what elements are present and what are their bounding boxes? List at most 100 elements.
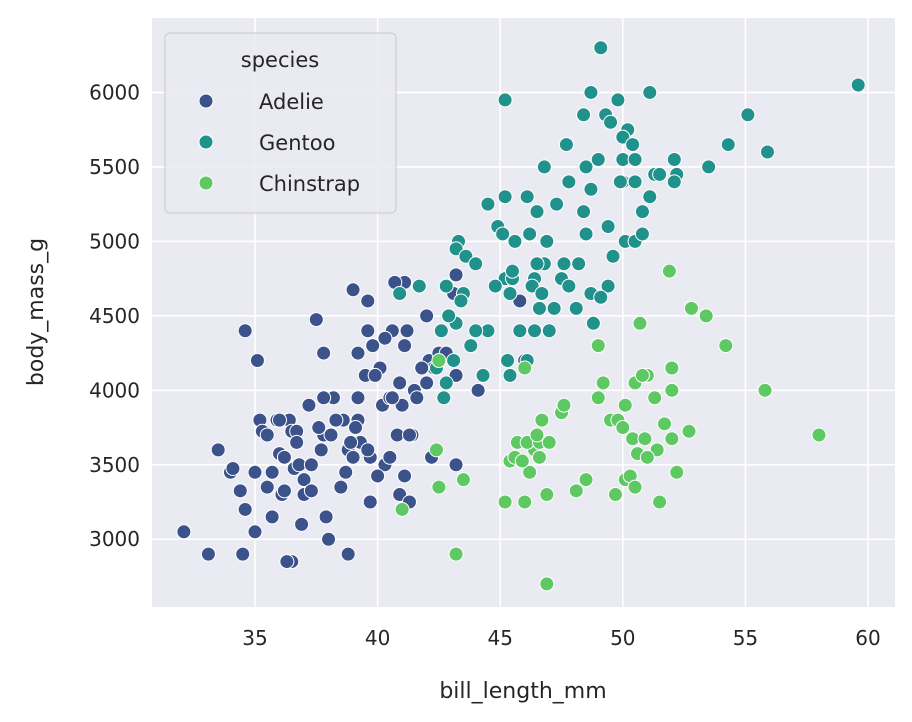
data-point-gentoo [666,174,682,190]
data-point-adelie [367,367,383,383]
data-point-adelie [294,516,310,532]
data-point-chinstrap [539,576,555,592]
data-point-adelie [328,412,344,428]
data-point-adelie [303,483,319,499]
data-point-gentoo [411,278,427,294]
data-point-adelie [419,375,435,391]
data-point-adelie [279,554,295,570]
data-point-chinstrap [534,412,550,428]
data-point-chinstrap [757,382,773,398]
data-point-gentoo [433,323,449,339]
x-tick-label: 50 [610,626,635,650]
data-point-chinstrap [698,308,714,324]
data-point-chinstrap [428,442,444,458]
y-axis-label: body_mass_g [24,238,49,386]
data-point-gentoo [534,286,550,302]
data-point-chinstrap [568,483,584,499]
data-point-gentoo [527,323,543,339]
data-point-chinstrap [541,434,557,450]
data-point-gentoo [634,226,650,242]
y-tick-label: 4500 [89,304,140,328]
data-point-gentoo [740,107,756,123]
series-chinstrap [394,263,827,592]
data-point-chinstrap [578,472,594,488]
data-point-gentoo [522,226,538,242]
data-point-adelie [470,382,486,398]
data-point-gentoo [531,300,547,316]
data-point-gentoo [463,338,479,354]
data-point-gentoo [446,353,462,369]
data-point-chinstrap [632,315,648,331]
data-point-gentoo [578,226,594,242]
y-tick-labels: 3000 3500 4000 4500 5000 5500 6000 [89,80,140,551]
data-point-adelie [414,360,430,376]
data-point-adelie [301,397,317,413]
data-point-adelie [360,442,376,458]
data-point-gentoo [642,189,658,205]
data-point-gentoo [576,204,592,220]
data-point-adelie [289,434,305,450]
data-point-chinstrap [718,338,734,354]
data-point-gentoo [593,40,609,56]
data-point-gentoo [453,293,469,309]
data-point-chinstrap [615,420,631,436]
data-point-gentoo [549,196,565,212]
data-point-gentoo [558,137,574,153]
data-point-gentoo [556,256,572,272]
data-point-chinstrap [497,494,513,510]
data-point-chinstrap [627,479,643,495]
data-point-gentoo [850,77,866,93]
data-point-adelie [343,434,359,450]
data-point-gentoo [502,367,518,383]
data-point-adelie [340,546,356,562]
data-point-gentoo [497,189,513,205]
data-point-chinstrap [639,449,655,465]
data-point-gentoo [627,151,643,167]
data-point-gentoo [468,323,484,339]
data-point-gentoo [625,137,641,153]
grid-lines [152,18,895,607]
data-point-chinstrap [647,390,663,406]
data-point-adelie [345,282,361,298]
data-point-chinstrap [455,472,471,488]
data-point-chinstrap [664,431,680,447]
data-point-chinstrap [664,360,680,376]
data-point-chinstrap [529,427,545,443]
data-point-gentoo [561,278,577,294]
data-point-gentoo [441,308,457,324]
data-point-gentoo [634,204,650,220]
data-point-adelie [259,479,275,495]
y-tick-label: 3000 [89,527,140,551]
data-point-adelie [308,312,324,328]
data-point-chinstrap [607,487,623,503]
legend-label: Adelie [259,90,324,114]
data-point-gentoo [583,181,599,197]
data-point-gentoo [568,300,584,316]
data-point-adelie [392,375,408,391]
data-point-gentoo [497,92,513,108]
data-point-adelie [247,524,263,540]
x-tick-label: 60 [855,626,880,650]
x-axis-label: bill_length_mm [439,679,606,704]
data-point-gentoo [392,286,408,302]
data-point-adelie [237,501,253,517]
data-point-chinstrap [637,431,653,447]
data-point-adelie [264,464,280,480]
legend-label: Gentoo [259,131,335,155]
data-point-gentoo [605,248,621,264]
y-tick-label: 5500 [89,155,140,179]
y-tick-label: 6000 [89,80,140,104]
data-point-gentoo [701,159,717,175]
data-point-adelie [316,390,332,406]
data-point-chinstrap [539,487,555,503]
data-point-gentoo [571,256,587,272]
data-point-adelie [247,464,263,480]
series-adelie [176,267,533,570]
data-point-chinstrap [514,453,530,469]
data-point-gentoo [585,315,601,331]
data-point-chinstrap [431,353,447,369]
data-point-adelie [235,546,251,562]
data-point-gentoo [468,256,484,272]
data-point-chinstrap [617,397,633,413]
